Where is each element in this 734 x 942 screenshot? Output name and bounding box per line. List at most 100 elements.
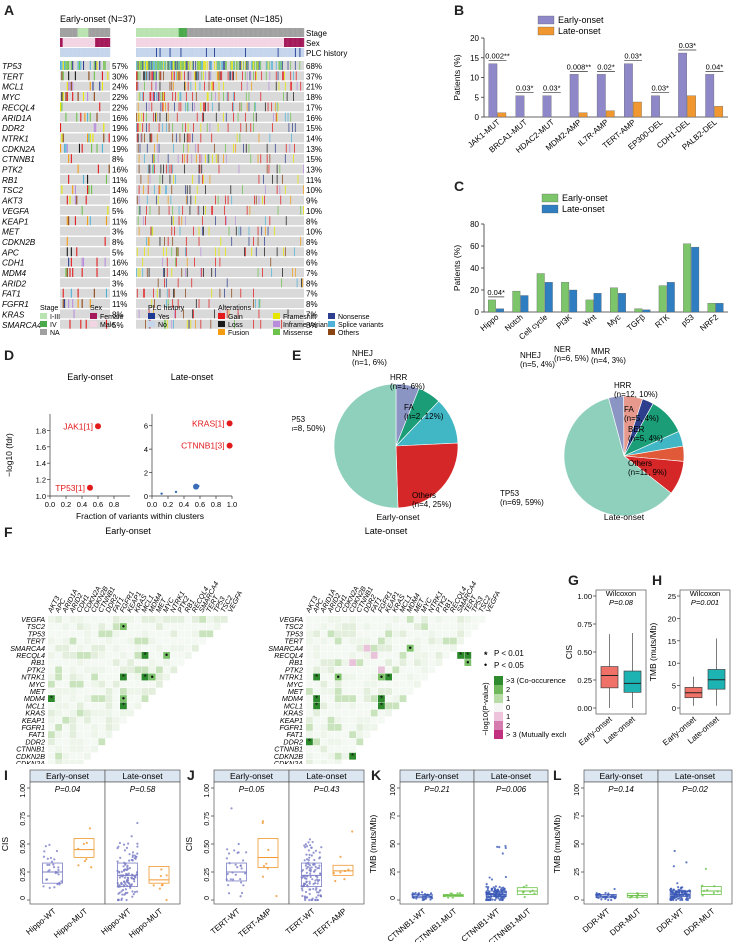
annotation-cell <box>73 48 76 57</box>
annotation-cell <box>80 38 82 47</box>
alteration-cell <box>186 319 188 329</box>
data-point <box>118 876 122 879</box>
annotation-cell <box>257 48 259 57</box>
heatmap-cell <box>91 688 98 695</box>
alteration-cell <box>225 154 227 164</box>
heatmap-cell <box>48 716 55 724</box>
alteration-cell <box>89 61 91 70</box>
alteration-cell <box>187 61 189 70</box>
alteration-cell <box>300 205 302 215</box>
heatmap-row-label: MDM4 <box>282 694 303 703</box>
alteration-cell <box>220 236 222 246</box>
annotation-cell <box>253 28 255 37</box>
heatmap-cell <box>163 666 170 674</box>
late-percent: 8% <box>306 238 318 247</box>
annotation-cell <box>234 48 237 57</box>
alteration-cell <box>276 112 278 122</box>
data-point <box>316 878 319 881</box>
gene-label: KEAP1 <box>2 217 28 226</box>
oncoprint-row-bg <box>60 61 110 70</box>
annotation-cell <box>251 28 253 37</box>
annotation-cell <box>105 48 108 57</box>
heatmap-cell <box>327 731 335 738</box>
alteration-cell <box>240 123 242 133</box>
heatmap-cell <box>76 659 84 666</box>
annotation-cell <box>155 48 158 57</box>
alteration-cell <box>137 71 139 81</box>
annotation-cell <box>66 48 69 57</box>
alteration-cell <box>139 92 141 101</box>
annotation-cell <box>260 28 262 37</box>
alteration-cell <box>231 288 233 298</box>
annotation-cell <box>166 28 168 37</box>
bar <box>569 74 579 118</box>
alteration-cell <box>238 164 240 174</box>
annotation-cell <box>242 48 244 57</box>
alteration-cell <box>283 247 284 257</box>
heatmap-cell <box>435 652 443 659</box>
heatmap-cell <box>91 716 98 724</box>
heatmap-cell <box>378 688 385 695</box>
heatmap-cell <box>127 702 134 710</box>
box <box>700 886 722 895</box>
annotation-cell <box>299 48 301 57</box>
data-point <box>120 881 123 884</box>
alteration-cell <box>284 247 286 257</box>
y-axis-label: CIS <box>0 837 10 852</box>
test-name: Wilcoxon <box>690 589 720 598</box>
data-point <box>275 894 278 898</box>
heatmap-cell <box>392 666 400 674</box>
alteration-cell <box>82 257 85 267</box>
heatmap-cell <box>320 652 328 659</box>
annotation-cell <box>230 28 232 37</box>
alteration-cell <box>264 216 266 226</box>
heatmap-row-label: CTNNB1 <box>16 745 45 754</box>
annotation-cell <box>199 38 201 47</box>
alteration-cell <box>172 61 174 70</box>
alteration-cell <box>65 92 67 101</box>
annotation-cell <box>213 28 215 37</box>
annotation-cell <box>273 28 275 37</box>
heatmap-cell <box>69 680 77 688</box>
heatmap-cell <box>76 695 84 702</box>
alteration-cell <box>187 81 189 91</box>
alteration-cell <box>108 133 110 143</box>
annotation-cell <box>69 48 72 57</box>
bar <box>487 299 496 313</box>
annotation-cell <box>274 28 277 37</box>
heatmap-cell <box>399 616 407 623</box>
heatmap-cell <box>342 680 349 688</box>
data-point <box>123 893 126 896</box>
annotation-cell <box>197 38 199 47</box>
heatmap-row-label: KEAP1 <box>22 716 45 725</box>
facet-title: Early-onset <box>230 771 274 781</box>
heatmap-cell <box>342 688 349 695</box>
annotation-cell <box>139 28 141 37</box>
heatmap-cell <box>48 702 55 710</box>
x-tick-label: 0.4 <box>179 500 189 509</box>
heatmap-cell <box>392 637 400 645</box>
data-point <box>123 876 126 879</box>
alteration-cell <box>182 123 184 133</box>
alteration-cell <box>257 226 259 236</box>
heatmap-cell <box>105 630 113 638</box>
x-tick-label: 1.0 <box>227 500 237 509</box>
annotation-cell <box>78 38 81 47</box>
annotation-cell <box>238 48 240 57</box>
gene-label: RB1 <box>2 176 18 185</box>
late-percent: 8% <box>306 279 318 288</box>
alteration-cell <box>65 61 67 70</box>
alteration-cell <box>186 133 188 143</box>
annotation-cell <box>231 38 233 47</box>
annotation-cell <box>288 28 290 37</box>
scatter-point <box>226 442 233 449</box>
alteration-cell <box>61 185 63 195</box>
heatmap-cell <box>69 623 77 630</box>
legend-colorbar <box>494 712 503 721</box>
annotation-cell <box>275 38 277 47</box>
annotation-cell <box>230 38 232 47</box>
annotation-cell <box>208 28 210 37</box>
pie-label-value: (n=6, 5%) <box>554 354 589 363</box>
annotation-cell <box>77 38 80 47</box>
heatmap-cell <box>84 738 91 746</box>
